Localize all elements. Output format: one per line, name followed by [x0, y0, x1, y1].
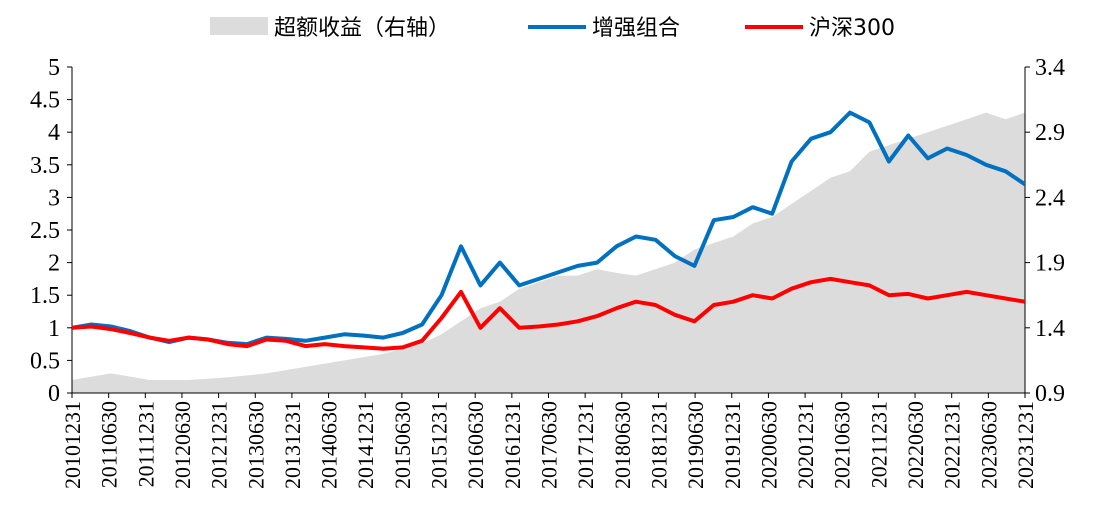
- x-axis-ticks: 20101231 20110630 20111231 20120630 20121231…: [60, 393, 1038, 489]
- x-tick-label: 20170630: [537, 401, 562, 489]
- right-axis-ticks: 0.9 1.4 1.9 2.4 2.9 3.4: [1025, 55, 1065, 407]
- x-tick-label: 20230630: [976, 401, 1001, 489]
- left-tick-label: 4: [48, 120, 60, 146]
- lines-layer: [71, 110, 1027, 351]
- x-tick-label: 20190630: [683, 401, 708, 489]
- right-tick-label: 2.9: [1035, 120, 1065, 146]
- series-area-excess-return: [72, 112, 1025, 393]
- left-tick-label: 4.5: [30, 88, 60, 114]
- right-tick-label: 1.9: [1035, 251, 1065, 277]
- left-tick-label: 2.5: [30, 218, 60, 244]
- x-tick-label: 20201231: [793, 401, 818, 489]
- x-tick-label: 20181231: [646, 401, 671, 489]
- x-tick-label: 20210630: [830, 401, 855, 489]
- legend: 超额收益（右轴） 增强组合 沪深300: [210, 16, 895, 41]
- x-tick-label: 20150630: [390, 401, 415, 489]
- right-tick-label: 3.4: [1035, 55, 1065, 81]
- x-tick-label: 20160630: [463, 401, 488, 489]
- left-tick-label: 0: [48, 381, 60, 407]
- legend-label: 增强组合: [592, 16, 680, 41]
- left-tick-label: 1.5: [30, 283, 60, 309]
- x-tick-label: 20191231: [720, 401, 745, 489]
- series-line: [71, 276, 1026, 351]
- x-tick-label: 20220630: [903, 401, 928, 489]
- x-tick-label: 20131231: [280, 401, 305, 489]
- x-tick-label: 20101231: [60, 401, 85, 489]
- x-tick-label: 20151231: [427, 401, 452, 489]
- legend-label: 超额收益（右轴）: [274, 16, 450, 41]
- x-tick-label: 20221231: [940, 401, 965, 489]
- legend-label: 沪深300: [809, 16, 895, 41]
- left-axis-ticks: 0 0.5 1 1.5 2 2.5 3 3.5 4 4.5 5: [30, 55, 72, 407]
- right-tick-label: 0.9: [1035, 381, 1065, 407]
- x-tick-label: 20141231: [353, 401, 378, 489]
- legend-swatch-area: [210, 17, 268, 35]
- x-tick-label: 20180630: [610, 401, 635, 489]
- right-tick-label: 1.4: [1035, 316, 1065, 342]
- left-tick-label: 3.5: [30, 153, 60, 179]
- x-tick-label: 20111231: [133, 401, 158, 487]
- x-tick-label: 20121231: [207, 401, 232, 489]
- left-tick-label: 3: [48, 185, 60, 211]
- x-tick-label: 20130630: [243, 401, 268, 489]
- left-tick-label: 5: [48, 55, 60, 81]
- x-tick-label: 20200630: [756, 401, 781, 489]
- x-tick-label: 20231231: [1013, 401, 1038, 489]
- x-tick-label: 20110630: [97, 401, 122, 488]
- x-tick-label: 20161231: [500, 401, 525, 489]
- left-tick-label: 1: [48, 316, 60, 342]
- x-tick-label: 20171231: [573, 401, 598, 489]
- x-tick-label: 20140630: [317, 401, 342, 489]
- left-tick-label: 0.5: [30, 348, 60, 374]
- right-tick-label: 2.4: [1035, 185, 1065, 211]
- excess-return-area-layer: [72, 112, 1025, 393]
- left-tick-label: 2: [48, 251, 60, 277]
- x-tick-label: 20211231: [866, 401, 891, 488]
- x-tick-label: 20120630: [170, 401, 195, 489]
